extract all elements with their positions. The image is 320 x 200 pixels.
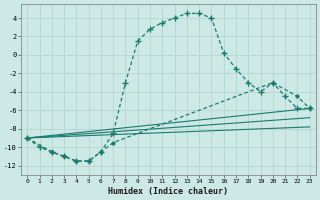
X-axis label: Humidex (Indice chaleur): Humidex (Indice chaleur)	[108, 187, 228, 196]
